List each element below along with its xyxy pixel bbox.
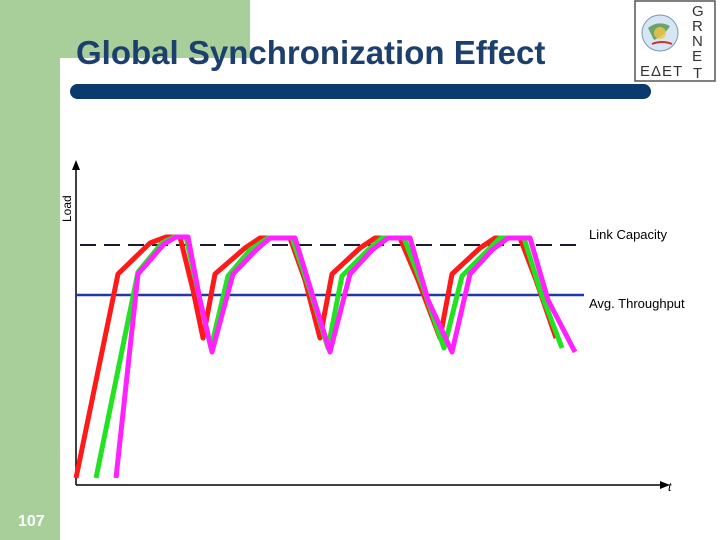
y-axis-label: Load — [60, 195, 74, 222]
side-band — [0, 0, 60, 540]
title-underline-bar — [76, 84, 651, 99]
grnet-globe-logo-icon: G R N E T ΕΔΕΤ — [634, 0, 716, 82]
logo-letter-n: N — [692, 33, 703, 50]
page-number: 107 — [18, 513, 45, 530]
logo-letter-g: G — [692, 3, 704, 20]
x-axis-label: t — [668, 480, 672, 494]
slide-title: Global Synchronization Effect — [76, 34, 546, 71]
curve-magenta — [113, 234, 578, 479]
avg-throughput-label: Avg. Throughput — [589, 296, 685, 311]
curve-green — [93, 234, 565, 479]
logo-letter-e: E — [692, 48, 702, 65]
y-axis-arrow-icon — [72, 160, 80, 170]
top-band — [60, 0, 250, 58]
logo-letter-r: R — [692, 18, 703, 35]
x-axis-arrow-icon — [660, 481, 670, 489]
curve-red — [73, 234, 559, 479]
link-capacity-label: Link Capacity — [589, 227, 668, 242]
logo-greek-text: ΕΔΕΤ — [640, 63, 683, 80]
logo-letter-t: T — [693, 65, 702, 82]
